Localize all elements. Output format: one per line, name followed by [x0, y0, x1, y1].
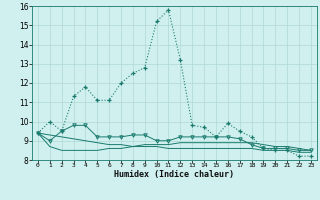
X-axis label: Humidex (Indice chaleur): Humidex (Indice chaleur) [115, 170, 234, 179]
